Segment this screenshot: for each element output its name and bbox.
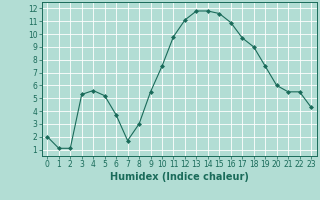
X-axis label: Humidex (Indice chaleur): Humidex (Indice chaleur): [110, 172, 249, 182]
